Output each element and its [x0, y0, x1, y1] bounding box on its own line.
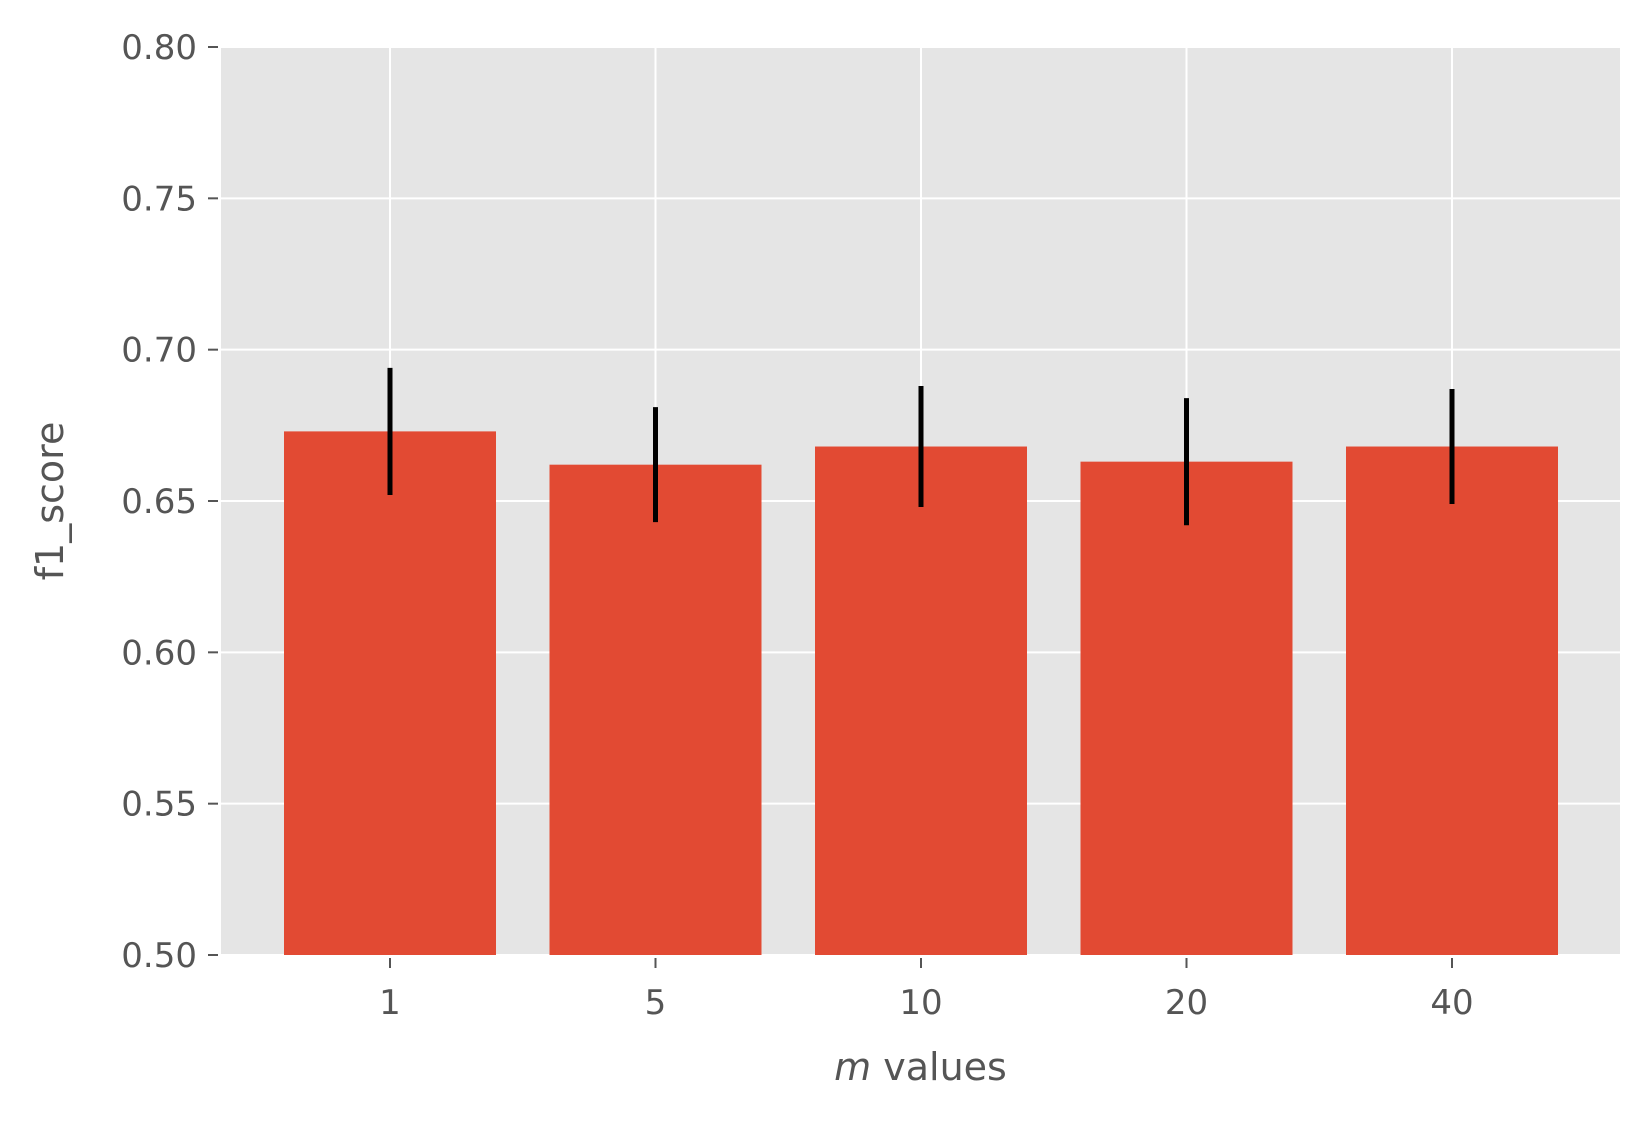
error-bars	[387, 367, 1455, 526]
y-tick-label: 0.75	[121, 179, 197, 219]
y-tick-label: 0.65	[121, 482, 197, 522]
y-tick-label: 0.60	[121, 633, 197, 673]
y-axis-label: f1_score	[28, 422, 72, 581]
bar	[549, 464, 762, 955]
bar	[815, 446, 1027, 955]
bar	[1346, 446, 1558, 955]
x-tick-label: 10	[899, 983, 942, 1023]
y-tick-label: 0.55	[121, 785, 197, 825]
bars	[284, 431, 1558, 955]
bar	[1080, 461, 1293, 955]
y-tick-label: 0.80	[121, 28, 197, 68]
x-axis-label-text: values	[871, 1045, 1007, 1089]
x-axis-label-italic: m	[834, 1045, 871, 1089]
x-axis-ticks: 1 5 10 20 40	[379, 958, 1474, 1023]
bar	[284, 431, 496, 955]
x-tick-label: 5	[645, 983, 667, 1023]
y-tick-label: 0.70	[121, 331, 197, 371]
x-tick-label: 40	[1430, 983, 1473, 1023]
y-tick-label: 0.50	[121, 936, 197, 976]
y-axis-ticks: 0.50 0.55 0.60 0.65 0.70 0.75 0.80	[121, 28, 218, 976]
x-tick-label: 1	[379, 983, 401, 1023]
x-axis-label: m values	[834, 1045, 1007, 1089]
x-tick-label: 20	[1165, 983, 1208, 1023]
